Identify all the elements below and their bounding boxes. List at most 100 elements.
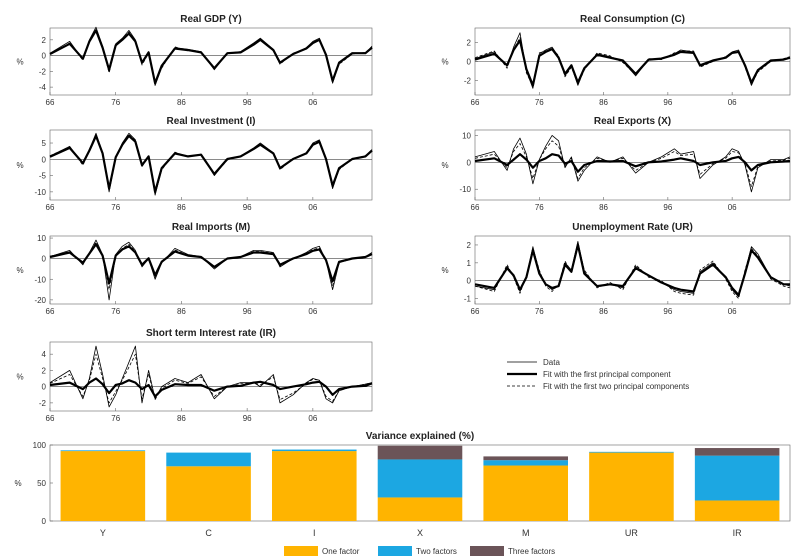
y-tick-label: -10 [459, 185, 471, 194]
y-tick-label: 10 [462, 131, 471, 140]
x-tick-label: 86 [599, 203, 608, 212]
x-tick-label: 86 [177, 307, 186, 316]
data-line [49, 345, 373, 408]
legend-label-2: Three factors [508, 547, 555, 556]
x-tick-label: 76 [535, 203, 544, 212]
variance-bar-chart: Variance explained (%)% 0 50 100 Y C I X M UR IR On… [14, 431, 791, 556]
category-label: M [522, 528, 530, 538]
line-panel-5: Unemployment Rate (UR)% -1 0 1 2 66 76 86 96 06 [441, 222, 791, 316]
y-tick-label: 0 [42, 155, 47, 164]
x-tick-label: 06 [308, 98, 317, 107]
bar-ur-two-factors [589, 451, 674, 453]
line-panel-6: Short term Interest rate (IR)% -2 0 2 4 66 76 8… [16, 328, 373, 423]
y-tick-label: -2 [39, 399, 47, 408]
fit-two-pc-line [49, 241, 373, 291]
x-tick-label: 76 [111, 98, 120, 107]
x-tick-label: 96 [663, 307, 672, 316]
bar-legend: One factor Two factors Three factors [284, 546, 555, 556]
line-panel-1: Real Consumption (C)% -2 0 2 66 76 86 96 06 [441, 14, 791, 107]
y-tick-label: -2 [464, 77, 472, 86]
data-line [474, 240, 791, 298]
y-tick-label: -2 [39, 67, 47, 76]
y-axis-label: % [16, 373, 23, 382]
x-tick-label: 96 [243, 414, 252, 423]
category-label: I [313, 528, 316, 538]
category-label: X [417, 528, 423, 538]
category-label: C [205, 528, 212, 538]
y-tick-label: 1 [467, 259, 472, 268]
x-tick-label: 86 [599, 98, 608, 107]
y-axis-label: % [16, 58, 23, 67]
x-tick-label: 86 [177, 414, 186, 423]
plot-frame [49, 27, 373, 96]
x-tick-label: 86 [177, 203, 186, 212]
x-tick-label: 66 [46, 98, 55, 107]
x-tick-label: 76 [111, 307, 120, 316]
bar-y-tick-label: 0 [42, 517, 47, 526]
bar-y-axis-label: % [14, 479, 21, 488]
bar-i-two-factors [272, 449, 357, 452]
fit-two-pc-line [49, 134, 373, 194]
plot-frame [49, 129, 373, 201]
x-tick-label: 06 [728, 307, 737, 316]
line-panel-0: Real GDP (Y)% -4 -2 0 2 66 76 86 96 06 [16, 14, 373, 107]
x-tick-label: 66 [46, 414, 55, 423]
panel-title: Real Exports (X) [594, 116, 671, 127]
x-tick-label: 06 [308, 307, 317, 316]
bar-x-two-factors [377, 459, 463, 498]
data-line [474, 134, 791, 193]
bar-m-one-factor [483, 465, 568, 521]
x-tick-label: 66 [471, 307, 480, 316]
category-label: UR [625, 528, 638, 538]
y-tick-label: -5 [39, 172, 47, 181]
fit-first-pc-line [49, 29, 373, 85]
fit-first-pc-line [474, 243, 790, 297]
x-tick-label: 96 [663, 98, 672, 107]
fit-first-pc-line [474, 39, 791, 87]
y-tick-label: 0 [467, 277, 472, 286]
x-tick-label: 76 [111, 414, 120, 423]
x-tick-label: 66 [46, 307, 55, 316]
x-tick-label: 86 [177, 98, 186, 107]
panel-title: Short term Interest rate (IR) [146, 328, 276, 339]
y-axis-label: % [441, 161, 448, 170]
bar-chart-title: Variance explained (%) [366, 431, 474, 442]
x-tick-label: 96 [243, 203, 252, 212]
y-tick-label: -4 [39, 83, 47, 92]
plot-frame [49, 235, 373, 305]
y-tick-label: 0 [467, 58, 472, 67]
x-tick-label: 06 [728, 203, 737, 212]
y-tick-label: 0 [467, 158, 472, 167]
legend-label-1: Two factors [416, 547, 457, 556]
y-tick-label: 0 [42, 255, 47, 264]
y-tick-label: 2 [467, 38, 472, 47]
bar-y-tick-label: 100 [33, 441, 47, 450]
x-tick-label: 06 [728, 98, 737, 107]
y-axis-label: % [441, 266, 448, 275]
bar-i-one-factor [272, 451, 357, 521]
x-tick-label: 66 [471, 203, 480, 212]
legend-label-0: One factor [322, 547, 360, 556]
y-tick-label: -10 [34, 188, 46, 197]
y-axis-label: % [16, 266, 23, 275]
line-panel-4: Real Imports (M)% -20 -10 0 10 66 76 86 96 06 [16, 222, 373, 316]
fit-two-pc-line [49, 31, 373, 82]
bar-m-three-factors [483, 456, 568, 461]
panel-title: Real Investment (I) [167, 116, 256, 127]
category-label: IR [733, 528, 743, 538]
y-tick-label: 4 [42, 350, 47, 359]
bar-m-two-factors [483, 460, 568, 466]
y-axis-label: % [441, 58, 448, 67]
y-tick-label: 10 [37, 234, 46, 243]
x-tick-label: 86 [599, 307, 608, 316]
x-tick-label: 76 [111, 203, 120, 212]
bar-x-one-factor [377, 497, 463, 521]
bar-y-tick-label: 50 [37, 479, 46, 488]
bar-ir-two-factors [694, 455, 780, 501]
y-tick-label: -1 [464, 295, 472, 304]
bar-ir-one-factor [694, 500, 780, 521]
bar-x-three-factors [377, 445, 463, 460]
fit-two-pc-line [474, 242, 791, 300]
